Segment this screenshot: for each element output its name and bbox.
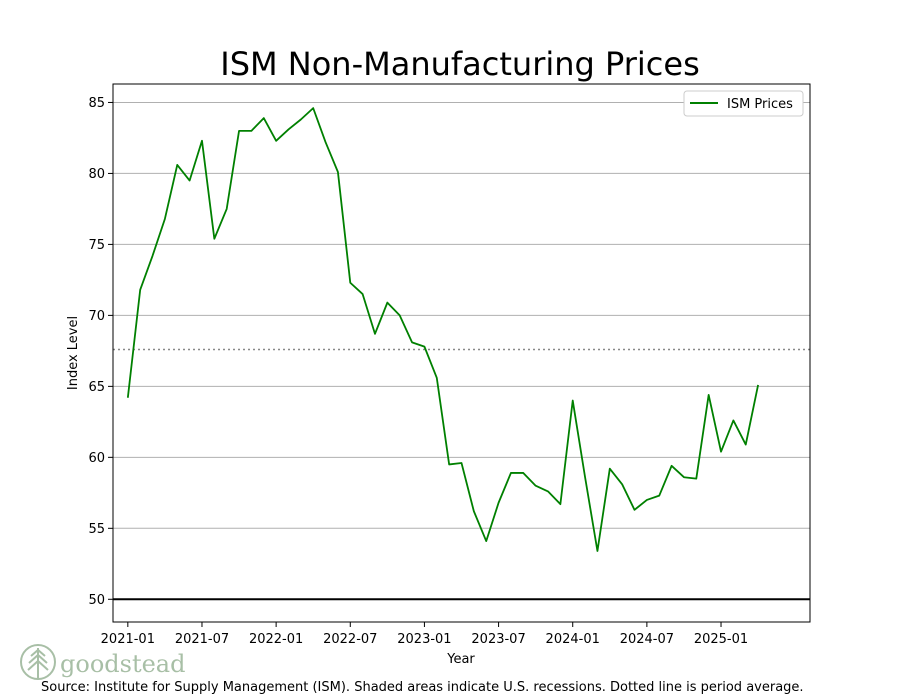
legend-box xyxy=(683,90,804,117)
data-point-2024-12 xyxy=(706,392,711,397)
data-point-2023-02 xyxy=(434,375,439,380)
y-axis-ticks: 50 55 60 65 70 75 80 85 xyxy=(88,96,113,608)
y-tick-label-85: 85 xyxy=(88,96,105,111)
data-point-2023-11 xyxy=(546,489,551,494)
data-point-2022-04 xyxy=(311,106,316,111)
data-point-2022-08 xyxy=(360,292,365,297)
data-point-2023-01 xyxy=(422,344,427,349)
logo-text: goodstead xyxy=(60,650,185,678)
data-point-2024-01 xyxy=(570,398,575,403)
x-tick-label-2024-07: 2024-07 xyxy=(620,632,674,647)
y-tick-label-50: 50 xyxy=(88,593,105,608)
data-point-2023-12 xyxy=(558,502,563,507)
data-point-2022-12 xyxy=(410,340,415,345)
data-point-2021-11 xyxy=(249,128,254,133)
data-point-2023-10 xyxy=(533,483,538,488)
data-point-2024-02 xyxy=(583,475,588,480)
chart-title: ISM Non-Manufacturing Prices xyxy=(220,45,700,83)
data-point-2022-07 xyxy=(348,280,353,285)
data-point-2021-01 xyxy=(125,395,130,400)
data-point-2021-12 xyxy=(261,116,266,121)
y-axis-label: Index Level xyxy=(66,316,81,390)
data-point-2024-10 xyxy=(681,475,686,480)
y-tick-label-80: 80 xyxy=(88,167,105,182)
x-tick-label-2023-07: 2023-07 xyxy=(471,632,525,647)
data-point-2023-05 xyxy=(471,509,476,514)
data-point-2022-10 xyxy=(385,300,390,305)
data-point-2024-08 xyxy=(657,493,662,498)
y-tick-label-55: 55 xyxy=(88,522,105,537)
data-point-2025-03 xyxy=(743,442,748,447)
goodstead-logo: goodstead xyxy=(20,644,185,680)
data-point-2021-10 xyxy=(237,128,242,133)
data-point-2021-06 xyxy=(187,178,192,183)
x-tick-label-2024-01: 2024-01 xyxy=(546,632,600,647)
series-line-ism-prices xyxy=(126,107,759,552)
data-point-2024-11 xyxy=(694,476,699,481)
legend-label: ISM Prices xyxy=(727,97,793,112)
data-point-2023-08 xyxy=(508,470,513,475)
data-point-2022-05 xyxy=(323,140,328,145)
data-point-2021-04 xyxy=(162,216,167,221)
data-point-2024-09 xyxy=(669,463,674,468)
data-point-2024-05 xyxy=(620,482,625,487)
data-point-2023-06 xyxy=(484,539,489,544)
data-point-2023-03 xyxy=(447,462,452,467)
data-point-2022-11 xyxy=(397,313,402,318)
data-point-2022-01 xyxy=(274,138,279,143)
data-point-2024-04 xyxy=(607,466,612,471)
y-tick-label-60: 60 xyxy=(88,451,105,466)
data-point-2024-03 xyxy=(595,549,600,554)
data-point-2022-02 xyxy=(286,127,291,132)
data-point-2021-09 xyxy=(224,206,229,211)
x-tick-label-2022-07: 2022-07 xyxy=(323,632,377,647)
data-point-2025-01 xyxy=(719,449,724,454)
x-tick-label-2023-01: 2023-01 xyxy=(397,632,451,647)
plot-frame xyxy=(112,83,811,623)
data-point-2021-08 xyxy=(212,236,217,241)
x-tick-label-2025-01: 2025-01 xyxy=(694,632,748,647)
data-points xyxy=(125,106,760,554)
source-note: Source: Institute for Supply Management … xyxy=(41,680,804,695)
y-tick-label-65: 65 xyxy=(88,380,105,395)
data-point-2021-05 xyxy=(175,162,180,167)
x-tick-label-2021-07: 2021-07 xyxy=(175,632,229,647)
data-point-2023-07 xyxy=(496,500,501,505)
data-point-2024-07 xyxy=(644,497,649,502)
data-point-2025-04 xyxy=(756,382,761,387)
legend: ISM Prices xyxy=(683,90,804,117)
data-point-2023-09 xyxy=(521,470,526,475)
data-point-2024-06 xyxy=(632,507,637,512)
x-tick-label-2021-01: 2021-01 xyxy=(101,632,155,647)
data-point-2021-07 xyxy=(199,138,204,143)
data-point-2021-02 xyxy=(138,287,143,292)
data-point-2022-09 xyxy=(372,331,377,336)
y-tick-label-70: 70 xyxy=(88,309,105,324)
x-axis-label: Year xyxy=(446,652,475,667)
y-tick-label-75: 75 xyxy=(88,238,105,253)
x-tick-label-2022-01: 2022-01 xyxy=(249,632,303,647)
data-point-2022-03 xyxy=(298,117,303,122)
data-point-2021-03 xyxy=(150,253,155,258)
x-axis-ticks: 2021-01 2021-07 2022-01 2022-07 2023-01 2023-… xyxy=(101,622,748,647)
data-point-2023-04 xyxy=(459,461,464,466)
data-point-2025-02 xyxy=(731,418,736,423)
gridlines xyxy=(113,101,810,600)
data-point-2022-06 xyxy=(335,170,340,175)
tree-icon xyxy=(20,644,56,680)
